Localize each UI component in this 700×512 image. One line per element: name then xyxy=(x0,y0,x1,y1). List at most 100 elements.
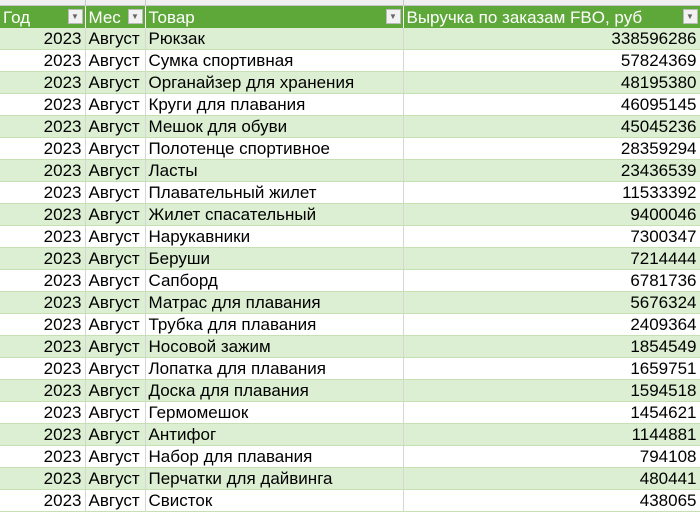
cell-revenue[interactable]: 7214444 xyxy=(403,247,700,271)
cell-product[interactable]: Органайзер для хранения xyxy=(145,71,404,95)
cell-revenue[interactable]: 5676324 xyxy=(403,291,700,315)
cell-revenue[interactable]: 57824369 xyxy=(403,49,700,73)
cell-product[interactable]: Мешок для обуви xyxy=(145,115,404,139)
cell-month[interactable]: Август xyxy=(85,225,146,249)
cell-year[interactable]: 2023 xyxy=(0,115,86,139)
cell-product[interactable]: Носовой зажим xyxy=(145,335,404,359)
cell-year[interactable]: 2023 xyxy=(0,379,86,403)
table-row: 2023 Август Лопатка для плавания 1659751 xyxy=(0,357,700,381)
filter-dropdown-icon[interactable]: ▼ xyxy=(385,9,401,24)
cell-product[interactable]: Гермомешок xyxy=(145,401,404,425)
cell-product[interactable]: Доска для плавания xyxy=(145,379,404,403)
cell-product[interactable]: Сумка спортивная xyxy=(145,49,404,73)
cell-month[interactable]: Август xyxy=(85,423,146,447)
cell-year[interactable]: 2023 xyxy=(0,203,86,227)
cell-product[interactable]: Набор для плавания xyxy=(145,445,404,469)
cell-product[interactable]: Антифог xyxy=(145,423,404,447)
cell-year[interactable]: 2023 xyxy=(0,335,86,359)
cell-month[interactable]: Август xyxy=(85,357,146,381)
column-header-label: Год xyxy=(3,7,31,27)
filter-dropdown-icon[interactable]: ▼ xyxy=(682,9,698,24)
cell-revenue[interactable]: 1854549 xyxy=(403,335,700,359)
cell-product[interactable]: Жилет спасательный xyxy=(145,203,404,227)
column-header: Товар ▼ xyxy=(145,6,404,28)
cell-revenue[interactable]: 438065 xyxy=(403,489,700,512)
cell-revenue[interactable]: 338596286 xyxy=(403,28,700,51)
cell-year[interactable]: 2023 xyxy=(0,28,86,51)
cell-revenue[interactable]: 7300347 xyxy=(403,225,700,249)
table-row: 2023 Август Перчатки для дайвинга 480441 xyxy=(0,467,700,491)
cell-product[interactable]: Полотенце спортивное xyxy=(145,137,404,161)
cell-month[interactable]: Август xyxy=(85,28,146,51)
header-row: Год ▼ Мес ▼ Товар ▼ Выручка по заказам FBO, ру… xyxy=(0,6,700,28)
cell-month[interactable]: Август xyxy=(85,489,146,512)
cell-product[interactable]: Лопатка для плавания xyxy=(145,357,404,381)
cell-year[interactable]: 2023 xyxy=(0,225,86,249)
cell-month[interactable]: Август xyxy=(85,181,146,205)
cell-year[interactable]: 2023 xyxy=(0,159,86,183)
cell-month[interactable]: Август xyxy=(85,291,146,315)
cell-month[interactable]: Август xyxy=(85,247,146,271)
cell-product[interactable]: Ласты xyxy=(145,159,404,183)
cell-revenue[interactable]: 46095145 xyxy=(403,93,700,117)
cell-revenue[interactable]: 48195380 xyxy=(403,71,700,95)
cell-revenue[interactable]: 11533392 xyxy=(403,181,700,205)
cell-revenue[interactable]: 28359294 xyxy=(403,137,700,161)
cell-year[interactable]: 2023 xyxy=(0,445,86,469)
cell-month[interactable]: Август xyxy=(85,335,146,359)
cell-year[interactable]: 2023 xyxy=(0,49,86,73)
filter-dropdown-icon[interactable]: ▼ xyxy=(127,9,143,24)
cell-year[interactable]: 2023 xyxy=(0,313,86,337)
cell-revenue[interactable]: 45045236 xyxy=(403,115,700,139)
cell-year[interactable]: 2023 xyxy=(0,269,86,293)
cell-revenue[interactable]: 1594518 xyxy=(403,379,700,403)
cell-year[interactable]: 2023 xyxy=(0,137,86,161)
cell-year[interactable]: 2023 xyxy=(0,489,86,512)
cell-year[interactable]: 2023 xyxy=(0,247,86,271)
table-row: 2023 Август Нарукавники 7300347 xyxy=(0,225,700,249)
cell-month[interactable]: Август xyxy=(85,445,146,469)
cell-product[interactable]: Матрас для плавания xyxy=(145,291,404,315)
cell-year[interactable]: 2023 xyxy=(0,423,86,447)
cell-month[interactable]: Август xyxy=(85,71,146,95)
cell-revenue[interactable]: 2409364 xyxy=(403,313,700,337)
cell-product[interactable]: Перчатки для дайвинга xyxy=(145,467,404,491)
cell-month[interactable]: Август xyxy=(85,379,146,403)
column-header-label: Товар xyxy=(148,7,195,27)
cell-product[interactable]: Сапборд xyxy=(145,269,404,293)
cell-revenue[interactable]: 1454621 xyxy=(403,401,700,425)
cell-year[interactable]: 2023 xyxy=(0,291,86,315)
cell-year[interactable]: 2023 xyxy=(0,467,86,491)
cell-product[interactable]: Беруши xyxy=(145,247,404,271)
cell-month[interactable]: Август xyxy=(85,269,146,293)
cell-product[interactable]: Плавательный жилет xyxy=(145,181,404,205)
cell-product[interactable]: Рюкзак xyxy=(145,28,404,51)
cell-revenue[interactable]: 1659751 xyxy=(403,357,700,381)
cell-revenue[interactable]: 794108 xyxy=(403,445,700,469)
cell-month[interactable]: Август xyxy=(85,203,146,227)
cell-product[interactable]: Свисток xyxy=(145,489,404,512)
cell-year[interactable]: 2023 xyxy=(0,357,86,381)
cell-year[interactable]: 2023 xyxy=(0,401,86,425)
cell-product[interactable]: Нарукавники xyxy=(145,225,404,249)
cell-month[interactable]: Август xyxy=(85,313,146,337)
cell-month[interactable]: Август xyxy=(85,137,146,161)
cell-revenue[interactable]: 23436539 xyxy=(403,159,700,183)
cell-month[interactable]: Август xyxy=(85,467,146,491)
cell-revenue[interactable]: 480441 xyxy=(403,467,700,491)
cell-revenue[interactable]: 1144881 xyxy=(403,423,700,447)
cell-revenue[interactable]: 9400046 xyxy=(403,203,700,227)
cell-year[interactable]: 2023 xyxy=(0,71,86,95)
cell-month[interactable]: Август xyxy=(85,49,146,73)
cell-month[interactable]: Август xyxy=(85,115,146,139)
cell-year[interactable]: 2023 xyxy=(0,181,86,205)
cell-month[interactable]: Август xyxy=(85,159,146,183)
cell-month[interactable]: Август xyxy=(85,401,146,425)
cell-year[interactable]: 2023 xyxy=(0,93,86,117)
filter-dropdown-icon[interactable]: ▼ xyxy=(67,9,83,24)
cell-month[interactable]: Август xyxy=(85,93,146,117)
table-row: 2023 Август Трубка для плавания 2409364 xyxy=(0,313,700,337)
cell-product[interactable]: Круги для плавания xyxy=(145,93,404,117)
cell-revenue[interactable]: 6781736 xyxy=(403,269,700,293)
cell-product[interactable]: Трубка для плавания xyxy=(145,313,404,337)
